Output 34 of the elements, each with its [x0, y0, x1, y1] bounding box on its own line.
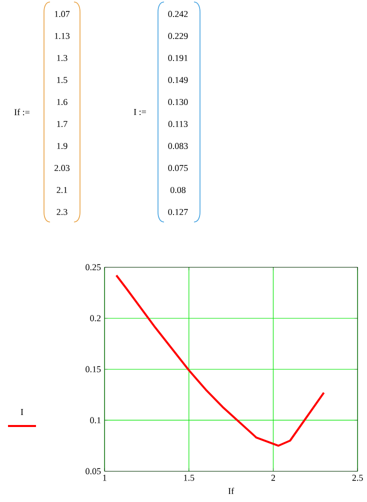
- text: 2.1: [57, 186, 68, 194]
- text: 2.03: [54, 164, 70, 172]
- text: 1.6: [57, 98, 68, 106]
- text: 0.075: [168, 164, 188, 172]
- y-tick-label: 0.25: [86, 264, 101, 270]
- x-tick-label: 2.5: [352, 474, 364, 481]
- line-series: [116, 274, 326, 447]
- text: 1.9: [57, 142, 68, 150]
- text: 0.127: [168, 208, 188, 216]
- text: 0.083: [168, 142, 188, 150]
- text: 0.149: [168, 76, 188, 84]
- text: 1.7: [57, 120, 68, 128]
- text: I: [21, 409, 24, 415]
- text: I :=: [134, 108, 146, 116]
- y-tick-label: 0.2: [90, 315, 101, 322]
- x-axis-title: If: [228, 488, 234, 494]
- text: 1.07: [55, 10, 70, 18]
- y-tick-label: 0.1: [90, 417, 101, 424]
- text: 2.3: [57, 208, 68, 216]
- text: 0.229: [168, 32, 188, 40]
- text: 1.5: [57, 76, 68, 84]
- x-tick-label: 1.5: [184, 474, 194, 481]
- text: 0.130: [168, 98, 188, 106]
- x-tick-label: 2: [272, 474, 276, 481]
- text: 0.08: [170, 186, 186, 194]
- text: 1.13: [55, 32, 70, 40]
- y-tick-label: 0.05: [86, 468, 101, 474]
- text: 0.242: [168, 10, 188, 18]
- y-tick-label: 0.15: [86, 366, 101, 372]
- text: 0.113: [168, 120, 188, 128]
- text: If :=: [14, 108, 30, 116]
- x-tick-label: 1: [103, 474, 107, 481]
- text: 0.191: [168, 54, 188, 62]
- text: 1.3: [57, 54, 68, 62]
